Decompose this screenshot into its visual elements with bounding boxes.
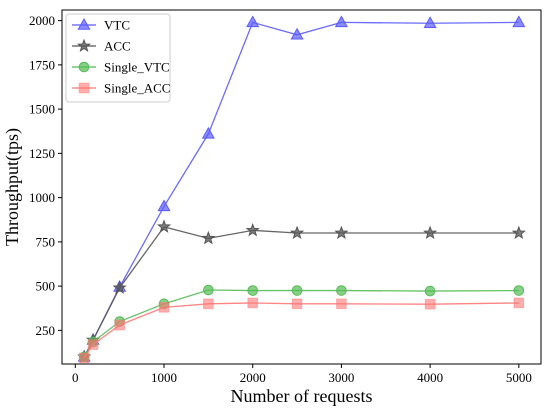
x-tick-label: 0 [72, 370, 79, 385]
legend: VTC ACC Single_VTC Single_ACC [65, 13, 171, 103]
y-tick-label: 1250 [29, 146, 55, 161]
legend-marker-acc [76, 38, 92, 53]
legend-label: Single_ACC [104, 81, 170, 96]
y-tick-label: 750 [36, 234, 56, 249]
data-point-vtc [246, 15, 260, 28]
y-tick-label: 500 [36, 279, 56, 294]
x-tick-label: 1000 [151, 370, 177, 385]
legend-label: VTC [104, 18, 130, 33]
legend-box [65, 13, 171, 103]
data-point-single-acc [158, 302, 170, 313]
y-tick-label: 1750 [29, 57, 55, 72]
x-tick-label: 5000 [506, 370, 532, 385]
data-point-vtc [290, 27, 304, 40]
data-point-vtc [423, 16, 437, 28]
data-point-acc [156, 219, 172, 233]
legend-marker-single-vtc [78, 61, 90, 73]
data-point-vtc [334, 15, 348, 28]
data-point-acc [290, 225, 305, 240]
legend-marker-vtc [77, 17, 91, 30]
data-point-single-acc [247, 297, 259, 309]
data-point-single-acc [114, 319, 125, 331]
data-point-single-acc [78, 352, 90, 364]
legend-label: Single_VTC [104, 60, 170, 75]
legend-item-vtc: VTC [72, 18, 130, 33]
data-point-acc [511, 225, 526, 240]
x-tick-label: 3000 [328, 370, 354, 385]
legend-item-single-acc: Single_ACC [72, 81, 170, 96]
data-point-single-vtc [291, 285, 303, 296]
x-axis-label: Number of requests [231, 386, 373, 406]
data-point-single-vtc [513, 285, 525, 296]
series-line-acc [83, 226, 519, 358]
y-tick-label: 1500 [29, 102, 55, 117]
y-tick-label: 2000 [29, 13, 55, 28]
data-point-single-acc [203, 298, 214, 310]
data-point-single-acc [336, 298, 347, 310]
plot-frame [61, 9, 542, 365]
data-point-single-vtc [424, 285, 436, 297]
data-point-single-vtc [203, 284, 214, 296]
legend-item-acc: ACC [72, 39, 131, 54]
data-point-vtc [201, 126, 215, 139]
legend-item-single-vtc: Single_VTC [72, 60, 170, 75]
series-single-vtc [78, 284, 525, 363]
plot-area [77, 15, 526, 364]
data-point-vtc [512, 15, 526, 28]
series-single-acc [78, 297, 525, 364]
y-tick-label: 250 [36, 323, 56, 338]
legend-label: ACC [104, 39, 131, 54]
data-point-single-vtc [336, 285, 347, 296]
data-point-acc [245, 222, 260, 237]
data-point-single-acc [87, 339, 99, 350]
series-line-single-vtc [83, 289, 519, 358]
axes: 0 1000 2000 3000 4000 5000 250 500 750 1000 1250 15… [29, 9, 542, 385]
data-point-single-vtc [247, 285, 259, 296]
x-tick-label: 4000 [417, 370, 443, 385]
series-line-single-acc [83, 302, 519, 359]
data-point-single-acc [291, 298, 303, 310]
legend-marker-single-acc [78, 82, 90, 94]
data-point-acc [423, 225, 438, 240]
y-axis-label: Throughput(tps) [2, 128, 23, 246]
y-tick-label: 1000 [29, 190, 55, 205]
data-point-acc [112, 280, 127, 294]
x-tick-label: 2000 [240, 370, 266, 385]
data-point-single-acc [513, 297, 525, 309]
data-point-vtc [157, 199, 171, 212]
data-point-single-acc [424, 298, 436, 310]
data-point-acc [201, 230, 216, 245]
data-point-acc [334, 225, 349, 240]
